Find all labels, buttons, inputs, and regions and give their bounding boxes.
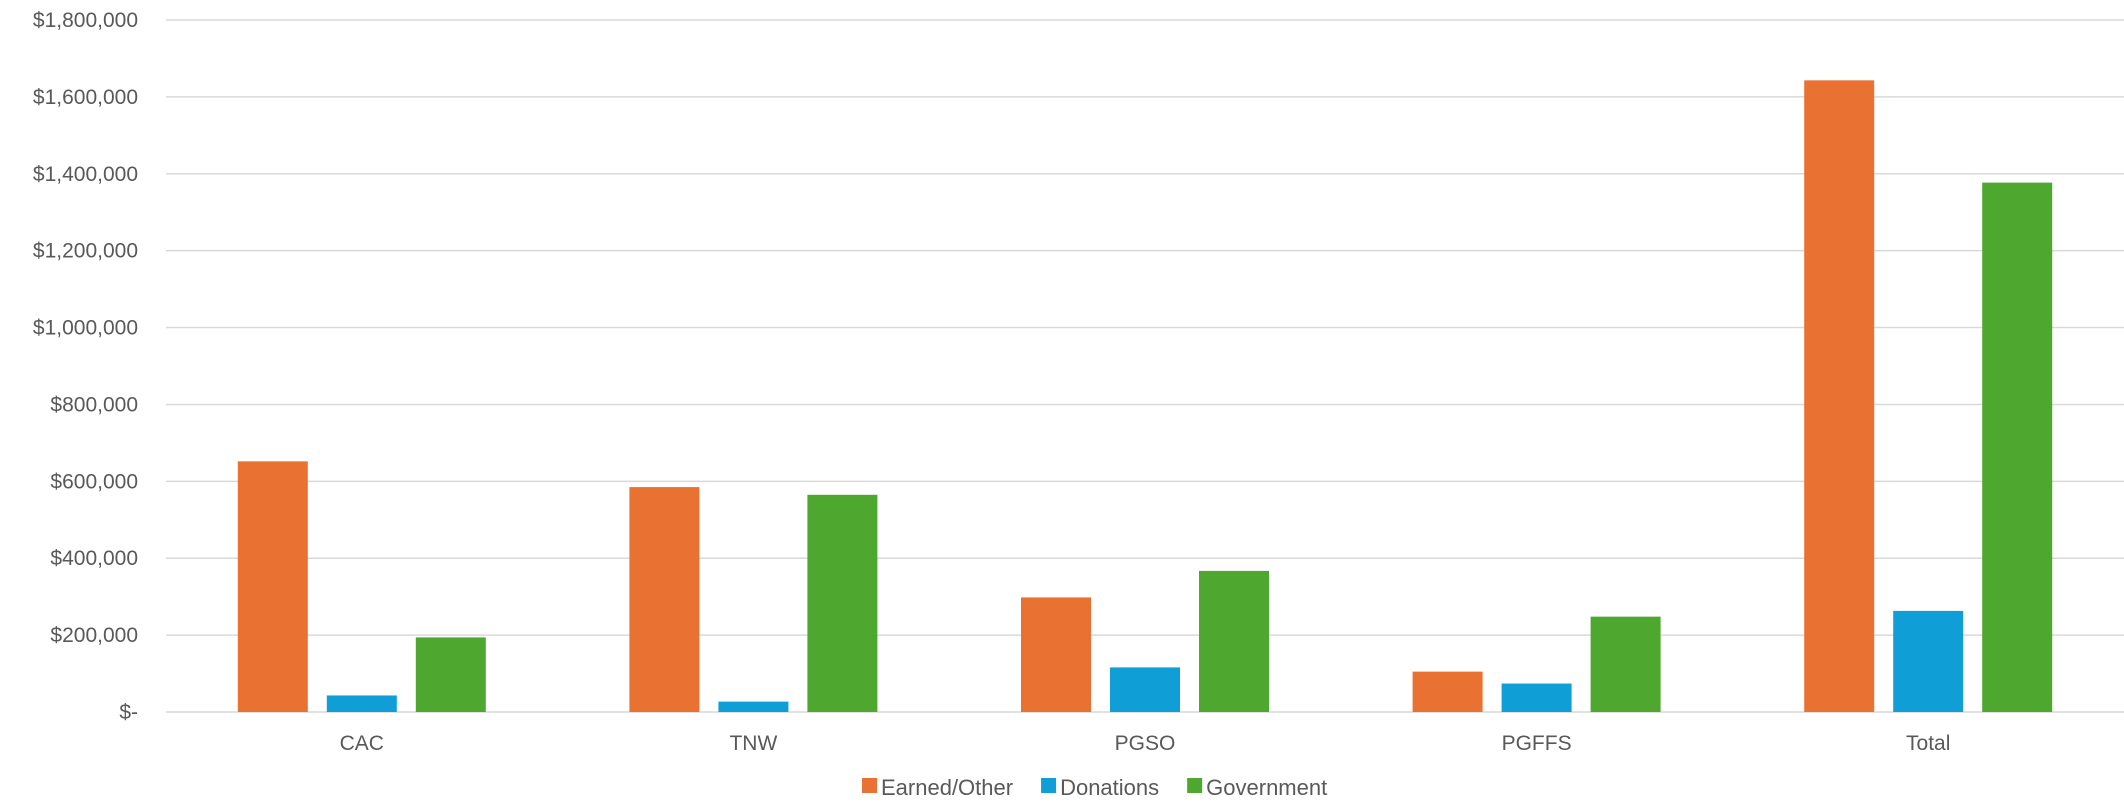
x-category-label: CAC: [340, 732, 384, 755]
y-tick-label: $1,000,000: [33, 317, 138, 340]
legend-item: Government: [1187, 775, 1327, 800]
bars: [237, 80, 2053, 712]
bar-cac-donations: [326, 695, 397, 712]
y-tick-label: $-: [119, 701, 138, 724]
legend-label: Donations: [1060, 775, 1159, 800]
legend-swatch: [1187, 778, 1203, 793]
y-tick-label: $1,200,000: [33, 240, 138, 263]
y-tick-label: $200,000: [50, 624, 138, 647]
legend: Earned/Other Donations Government: [862, 775, 1327, 800]
y-tick-label: $400,000: [50, 547, 138, 570]
bar-total-government: [1982, 182, 2053, 712]
legend-item: Earned/Other: [862, 775, 1013, 800]
x-category-label: PGFFS: [1502, 732, 1572, 755]
bar-tnw-earned-other: [629, 487, 700, 712]
bar-total-earned-other: [1804, 80, 1875, 712]
y-tick-label: $1,600,000: [33, 86, 138, 109]
bar-total-donations: [1893, 610, 1964, 712]
bar-pgso-earned-other: [1021, 597, 1091, 712]
y-axis-tick-labels: $- $200,000 $400,000 $600,000 $800,000 $1,000…: [33, 9, 138, 724]
y-tick-label: $1,400,000: [33, 163, 138, 186]
bar-pgffs-earned-other: [1412, 671, 1483, 712]
bar-cac-government: [415, 637, 486, 712]
legend-swatch: [862, 778, 877, 793]
x-category-label: Total: [1906, 732, 1950, 755]
bar-tnw-donations: [718, 701, 789, 712]
bar-pgffs-government: [1590, 616, 1661, 712]
legend-swatch: [1041, 778, 1057, 793]
bar-cac-earned-other: [237, 461, 308, 712]
legend-label: Government: [1206, 775, 1327, 800]
gridlines: [166, 19, 2124, 713]
x-category-label: PGSO: [1115, 732, 1176, 755]
bar-pgso-donations: [1110, 667, 1180, 712]
y-tick-label: $600,000: [50, 470, 138, 493]
x-axis-category-labels: CAC TNW PGSO PGFFS Total: [340, 732, 1951, 755]
legend-label: Earned/Other: [881, 775, 1013, 800]
bar-pgffs-donations: [1501, 683, 1572, 712]
legend-item: Donations: [1041, 775, 1159, 800]
bar-pgso-government: [1199, 570, 1269, 712]
x-category-label: TNW: [729, 732, 777, 755]
bar-tnw-government: [807, 494, 878, 712]
y-tick-label: $1,800,000: [33, 9, 138, 32]
y-tick-label: $800,000: [50, 393, 138, 416]
